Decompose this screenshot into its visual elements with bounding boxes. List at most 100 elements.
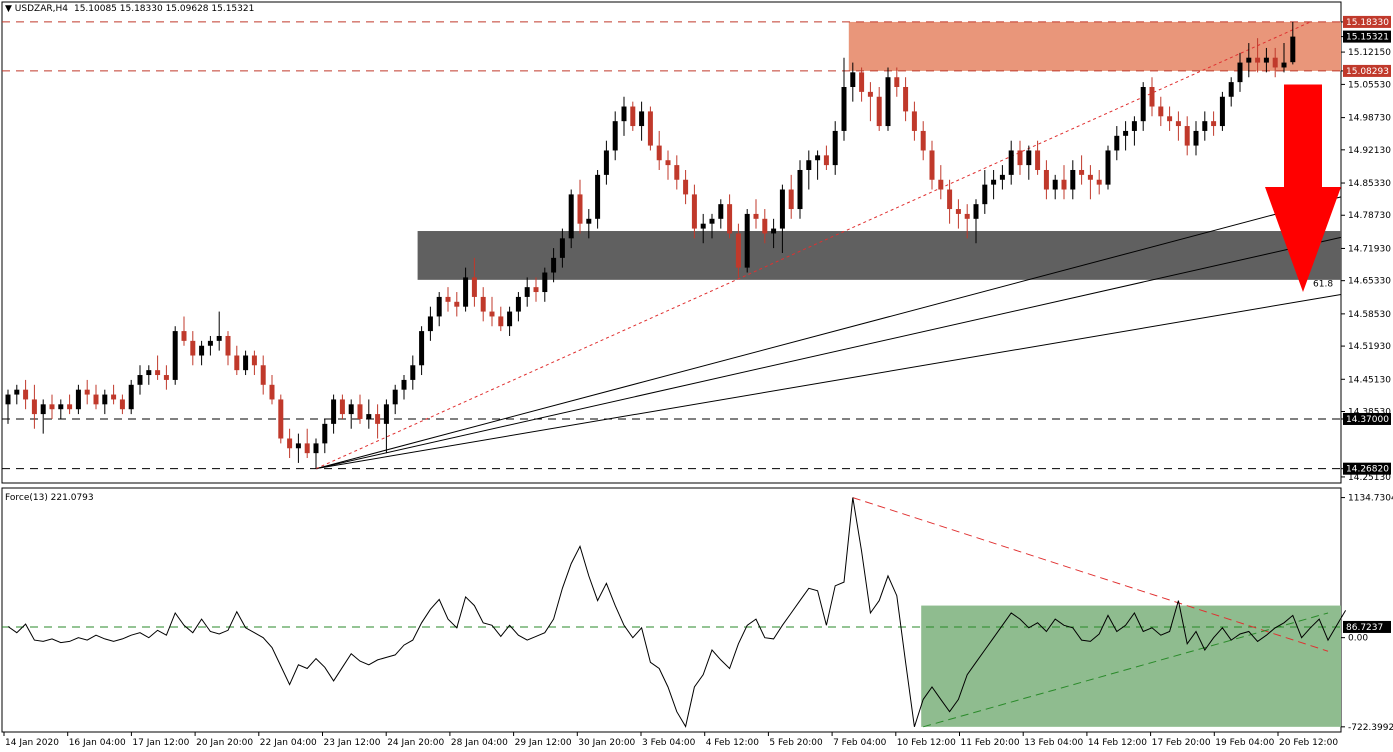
candle-body xyxy=(524,287,530,297)
candle-body xyxy=(507,311,513,327)
candle xyxy=(1272,47,1278,78)
price-tick-label: 14.58530 xyxy=(1348,310,1391,320)
candle xyxy=(357,394,363,424)
candle-body xyxy=(269,384,275,400)
candle xyxy=(559,228,565,268)
force-green-trendline xyxy=(923,612,1329,728)
candle-body xyxy=(876,96,882,127)
candle xyxy=(603,140,609,185)
candle xyxy=(40,399,46,434)
candle xyxy=(903,77,909,122)
candle-body xyxy=(260,365,266,385)
candle-body xyxy=(621,106,627,122)
candle-body xyxy=(322,423,328,444)
candle-body xyxy=(771,228,777,234)
candle xyxy=(1219,91,1225,131)
candle-body xyxy=(797,169,803,210)
candle xyxy=(49,394,55,419)
candle-body xyxy=(762,218,768,234)
candle-body xyxy=(401,379,407,390)
candle xyxy=(656,130,662,170)
candle-body xyxy=(1272,57,1278,68)
candle-body xyxy=(207,340,213,346)
candle-body xyxy=(700,223,706,229)
candle-body xyxy=(1158,106,1164,117)
candle xyxy=(304,428,310,459)
candle xyxy=(779,184,785,253)
candle-body xyxy=(982,184,988,205)
force-tick-label: 1134.7304 xyxy=(1348,494,1393,504)
candle-body xyxy=(929,150,935,180)
candle-body xyxy=(172,331,178,380)
candle xyxy=(207,335,213,356)
candle-body xyxy=(568,194,574,239)
price-tick-label: 14.25130 xyxy=(1348,473,1391,483)
price-tick-label: 14.65330 xyxy=(1348,277,1391,287)
fib-fan-line-1 xyxy=(315,236,1342,470)
candle xyxy=(586,209,592,239)
candle-body xyxy=(1105,150,1111,185)
candle xyxy=(445,287,451,312)
candle xyxy=(859,67,865,102)
candle-body xyxy=(903,86,909,112)
candle-body xyxy=(850,72,856,87)
candle-body xyxy=(348,404,354,415)
ohlc-values: 15.10085 15.18330 15.09628 15.15321 xyxy=(74,4,254,14)
candle-body xyxy=(1087,174,1093,180)
candle-body xyxy=(559,238,565,258)
candle xyxy=(128,379,134,415)
candle xyxy=(735,223,741,278)
candle xyxy=(234,345,240,376)
candle-body xyxy=(23,389,29,400)
force-green-zone xyxy=(921,605,1341,727)
candle-body xyxy=(647,111,653,146)
candle xyxy=(771,218,777,249)
candle xyxy=(1114,126,1120,161)
time-tick-label: 19 Feb 04:00 xyxy=(1215,738,1274,748)
symbol-header: ▼ USDZAR,H4 15.10085 15.18330 15.09628 15… xyxy=(5,4,254,14)
candle xyxy=(14,384,20,405)
candle-body xyxy=(375,414,381,424)
candle xyxy=(876,86,882,131)
candle xyxy=(1105,145,1111,190)
candle xyxy=(612,111,618,161)
candle-body xyxy=(1017,150,1023,166)
time-tick-label: 22 Jan 04:00 xyxy=(260,738,317,748)
candle-body xyxy=(1114,135,1120,151)
candle xyxy=(260,355,266,395)
candle xyxy=(1290,21,1296,65)
price-tick-label: 14.98730 xyxy=(1348,114,1391,124)
candle-body xyxy=(410,365,416,380)
time-tick-label: 20 Jan 20:00 xyxy=(196,738,253,748)
candle-body xyxy=(691,194,697,229)
candle xyxy=(155,355,161,380)
candle xyxy=(339,394,345,419)
candle xyxy=(366,399,372,429)
candle xyxy=(119,394,125,415)
fib-fan-line-2 xyxy=(315,293,1342,470)
candle xyxy=(674,155,680,190)
candle xyxy=(1246,43,1252,78)
candle xyxy=(691,184,697,239)
candle xyxy=(111,384,117,405)
candle xyxy=(1175,111,1181,141)
candle-body xyxy=(137,375,143,385)
candle-body xyxy=(40,404,46,415)
price-label-text: 15.18330 xyxy=(1346,18,1389,28)
candle-body xyxy=(480,296,486,312)
candle-body xyxy=(383,404,389,424)
candle xyxy=(287,428,293,459)
candle xyxy=(815,150,821,180)
candle-body xyxy=(911,111,917,131)
candle xyxy=(489,296,495,327)
candle-body xyxy=(779,189,785,229)
candle xyxy=(67,394,73,415)
candle xyxy=(1061,165,1067,200)
candle-body xyxy=(718,204,724,219)
price-label-text: 15.08293 xyxy=(1346,67,1389,77)
time-tick-label: 30 Jan 20:00 xyxy=(578,738,635,748)
candle-body xyxy=(920,130,926,151)
candle xyxy=(1202,111,1208,141)
price-layer: 61.8 xyxy=(2,21,1342,470)
candle xyxy=(753,199,759,229)
